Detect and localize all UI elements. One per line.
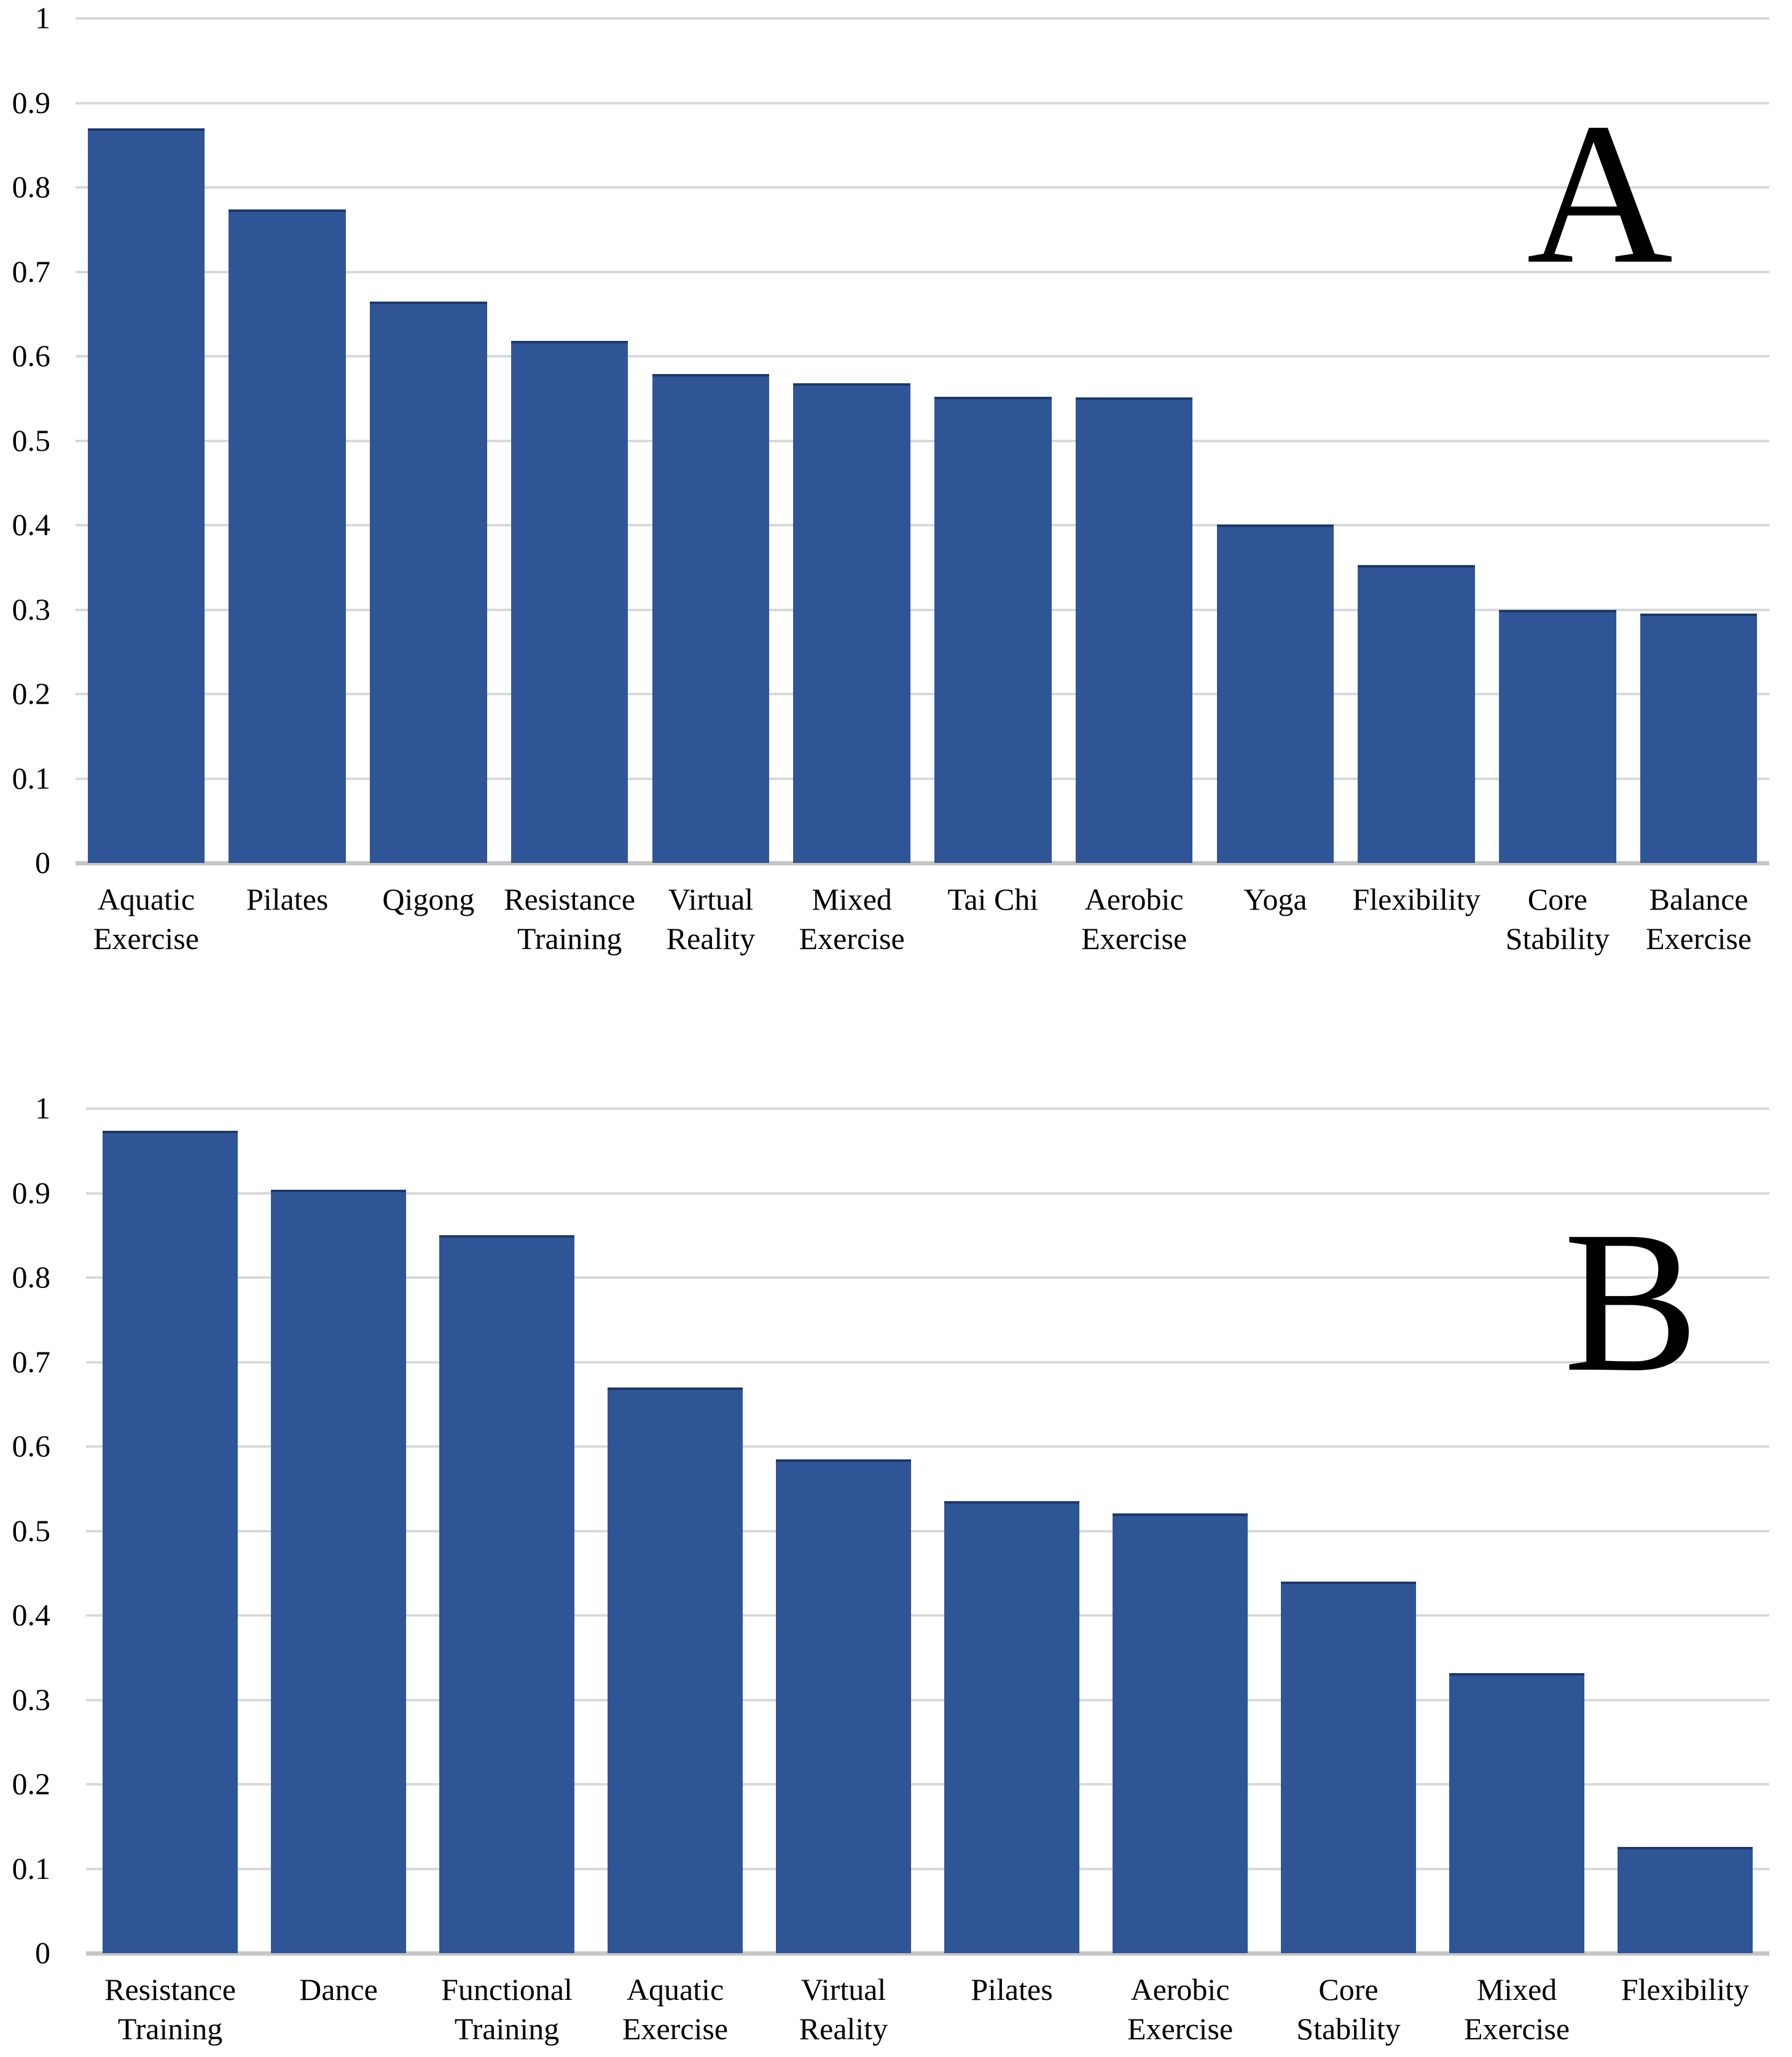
x-label-aquatic-exercise: Aquatic Exercise	[622, 1972, 729, 2046]
bar-balance-exercise	[1640, 614, 1758, 863]
x-label-aquatic-exercise: Aquatic Exercise	[93, 882, 199, 956]
x-label-mixed-exercise: Mixed Exercise	[799, 882, 905, 956]
y-tick-label: 0	[35, 1935, 50, 1970]
y-tick-label: 0.1	[12, 760, 51, 795]
gridline-y-0.7	[86, 1360, 1769, 1364]
bar-flexibility	[1358, 564, 1475, 863]
x-label-aerobic-exercise: Aerobic Exercise	[1081, 882, 1187, 956]
bar-resistance-training	[511, 341, 628, 863]
bar-yoga	[1216, 524, 1334, 863]
y-tick-label: 0.1	[12, 1851, 51, 1886]
x-label-core-stability: Core Stability	[1505, 882, 1610, 956]
y-tick-label: 0.7	[12, 1344, 51, 1379]
gridline-y-0.8	[86, 1276, 1769, 1279]
x-label-balance-exercise: Balance Exercise	[1646, 882, 1752, 956]
x-label-virtual-reality: Virtual Reality	[799, 1972, 888, 2046]
y-tick-label: 0.6	[12, 338, 51, 373]
gridline-y-1	[86, 1107, 1769, 1110]
bar-virtual-reality	[776, 1459, 911, 1953]
bar-flexibility	[1618, 1846, 1753, 1953]
y-tick-label: 0.8	[12, 169, 51, 204]
gridline-y-0.4	[76, 524, 1769, 526]
bar-pilates	[944, 1501, 1079, 1953]
bar-functional-training	[439, 1235, 574, 1953]
x-label-dance: Dance	[299, 1972, 378, 2007]
x-label-yoga: Yoga	[1243, 882, 1307, 916]
bar-aquatic-exercise	[608, 1387, 743, 1953]
x-label-resistance-training: Resistance Training	[104, 1972, 236, 2046]
y-tick-label: 0.4	[12, 1597, 51, 1632]
bar-tai-chi	[934, 397, 1052, 863]
y-tick-label: 0.7	[12, 254, 51, 289]
y-tick-label: 0.9	[12, 85, 51, 120]
x-label-flexibility: Flexibility	[1352, 882, 1481, 916]
bar-core-stability	[1281, 1582, 1416, 1953]
bar-virtual-reality	[652, 373, 770, 863]
bar-aerobic-exercise	[1075, 397, 1193, 863]
y-tick-label: 0.2	[12, 1766, 51, 1801]
bar-aquatic-exercise	[87, 128, 205, 863]
x-label-flexibility: Flexibility	[1621, 1972, 1750, 2007]
gridline-y-0.1	[76, 777, 1769, 780]
gridline-y-0.7	[76, 270, 1769, 273]
gridline-y-0.6	[86, 1445, 1769, 1448]
bar-core-stability	[1499, 609, 1616, 863]
y-tick-label: 0.5	[12, 1513, 51, 1548]
gridline-y-1	[76, 17, 1769, 20]
gridline-y-0.2	[76, 693, 1769, 695]
gridline-y-0	[86, 1951, 1769, 1956]
x-label-tai-chi: Tai Chi	[947, 882, 1039, 916]
x-label-pilates: Pilates	[246, 882, 329, 916]
bar-mixed-exercise	[793, 383, 910, 863]
gridline-y-0	[76, 861, 1769, 865]
x-label-virtual-reality: Virtual Reality	[666, 882, 756, 956]
y-tick-label: 1	[35, 0, 50, 35]
gridline-y-0.1	[86, 1867, 1769, 1870]
panel-letter-a: A	[1527, 82, 1673, 306]
y-tick-label: 0.3	[12, 1682, 51, 1717]
bar-dance	[271, 1190, 406, 1953]
bar-qigong	[370, 301, 487, 863]
bar-resistance-training	[103, 1130, 238, 1953]
gridline-y-0.2	[86, 1783, 1769, 1786]
gridline-y-0.9	[86, 1192, 1769, 1195]
bar-mixed-exercise	[1449, 1673, 1584, 1953]
x-label-core-stability: Core Stability	[1296, 1972, 1401, 2046]
y-tick-label: 0.3	[12, 591, 51, 626]
y-tick-label: 0.2	[12, 676, 51, 711]
x-label-functional-training: Functional Training	[441, 1972, 573, 2046]
y-tick-label: 1	[35, 1090, 50, 1125]
x-label-qigong: Qigong	[382, 882, 475, 916]
gridline-y-0.4	[86, 1614, 1769, 1617]
gridline-y-0.5	[86, 1529, 1769, 1532]
x-label-pilates: Pilates	[971, 1972, 1053, 2007]
gridline-y-0.9	[76, 101, 1769, 104]
y-tick-label: 0.4	[12, 507, 51, 542]
bar-pilates	[229, 209, 346, 863]
gridline-y-0.8	[76, 186, 1769, 189]
bar-aerobic-exercise	[1113, 1513, 1248, 1953]
gridline-y-0.3	[86, 1698, 1769, 1701]
gridline-y-0.5	[76, 439, 1769, 442]
x-label-resistance-training: Resistance Training	[504, 882, 636, 956]
y-tick-label: 0.5	[12, 423, 51, 458]
y-tick-label: 0	[35, 845, 50, 880]
x-label-aerobic-exercise: Aerobic Exercise	[1127, 1972, 1234, 2046]
y-tick-label: 0.6	[12, 1428, 51, 1463]
panel-letter-b: B	[1563, 1190, 1699, 1414]
gridline-y-0.6	[76, 355, 1769, 357]
y-tick-label: 0.8	[12, 1259, 51, 1294]
gridline-y-0.3	[76, 608, 1769, 611]
y-tick-label: 0.9	[12, 1175, 51, 1210]
x-label-mixed-exercise: Mixed Exercise	[1463, 1972, 1570, 2046]
